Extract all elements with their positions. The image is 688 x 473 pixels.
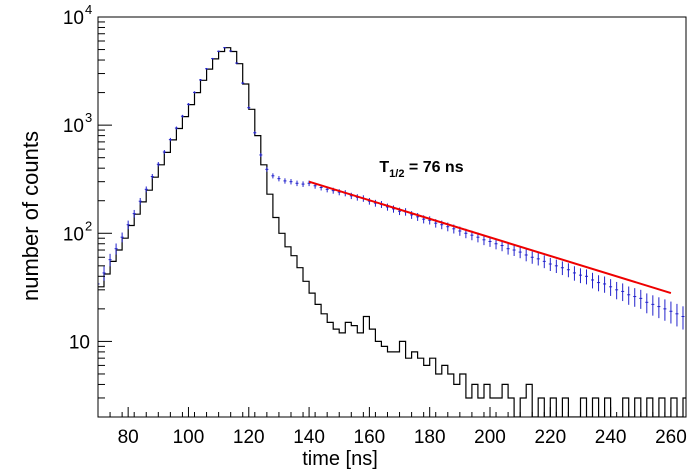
- data-point: [253, 131, 257, 135]
- data-point: [217, 50, 221, 52]
- data-point: [572, 266, 576, 281]
- data-point: [639, 289, 643, 309]
- data-point: [651, 295, 655, 316]
- data-point: [229, 50, 233, 52]
- chart-series-layer: [98, 47, 686, 417]
- exponential-fit-line: [308, 180, 672, 295]
- data-point: [681, 306, 685, 330]
- data-point: [518, 246, 522, 259]
- data-point: [199, 78, 203, 81]
- data-point: [578, 268, 582, 284]
- data-point: [542, 255, 546, 269]
- data-point: [126, 220, 130, 230]
- data-point: [657, 297, 661, 319]
- data-point: [180, 114, 184, 118]
- data-point: [530, 251, 534, 264]
- data-point: [132, 209, 136, 218]
- data-point: [512, 244, 516, 257]
- data-point: [428, 216, 432, 225]
- data-point: [609, 279, 613, 296]
- data-point: [283, 178, 287, 184]
- data-point: [295, 180, 299, 187]
- data-point: [500, 240, 504, 252]
- y-axis-title: number of counts: [18, 131, 43, 301]
- data-point: [223, 47, 227, 49]
- data-point: [591, 272, 595, 289]
- data-point: [156, 162, 160, 167]
- half-life-annotation: T1/2 = 76 ns: [379, 159, 463, 180]
- data-point: [506, 243, 510, 255]
- data-point: [265, 167, 269, 172]
- y-tick-label: 10: [63, 116, 84, 137]
- data-point: [482, 235, 486, 246]
- y-tick-exponent: 4: [85, 2, 92, 17]
- x-tick-label: 240: [595, 427, 627, 448]
- y-tick-label: 10: [63, 8, 84, 29]
- x-tick-label: 180: [414, 427, 446, 448]
- data-point: [271, 173, 275, 179]
- x-axis-title: time [ns]: [302, 448, 378, 470]
- data-point: [603, 276, 607, 293]
- x-tick-label: 100: [173, 427, 205, 448]
- data-point: [168, 137, 172, 142]
- plot-frame: [97, 16, 687, 418]
- data-point: [247, 106, 251, 109]
- data-point: [108, 253, 112, 267]
- data-point: [536, 253, 540, 266]
- data-point: [150, 174, 154, 180]
- data-point: [174, 126, 178, 130]
- data-point: [192, 91, 196, 94]
- data-point: [307, 180, 311, 187]
- x-tick-label: 220: [534, 427, 566, 448]
- data-point: [633, 288, 637, 307]
- data-point: [560, 261, 564, 276]
- data-point: [548, 257, 552, 271]
- data-point: [235, 62, 239, 64]
- data-point: [289, 179, 293, 185]
- y-tick-label: 10: [63, 224, 84, 245]
- x-tick-label: 160: [354, 427, 386, 448]
- x-tick-label: 140: [293, 427, 325, 448]
- x-tick-label: 120: [233, 427, 265, 448]
- data-point: [621, 283, 625, 302]
- data-point: [597, 275, 601, 292]
- data-point: [675, 303, 679, 327]
- data-point: [584, 269, 588, 285]
- data-point: [669, 301, 673, 324]
- data-point: [494, 238, 498, 250]
- data-point: [144, 186, 148, 193]
- x-tick-label: 260: [655, 427, 687, 448]
- data-point: [205, 67, 209, 70]
- data-point: [301, 181, 305, 187]
- data-point: [138, 197, 142, 205]
- x-tick-label: 200: [474, 427, 506, 448]
- data-point: [259, 152, 263, 158]
- data-point: [186, 103, 190, 106]
- y-tick-exponent: 3: [85, 110, 92, 125]
- data-point: [211, 57, 215, 60]
- data-point: [277, 176, 281, 182]
- data-point: [98, 276, 100, 293]
- data-point: [627, 286, 631, 305]
- data-point: [102, 266, 106, 281]
- data-point: [120, 232, 124, 243]
- x-tick-label: 80: [118, 427, 139, 448]
- data-point: [615, 281, 619, 300]
- data-point: [554, 259, 558, 273]
- reference-histogram-line: [98, 47, 686, 417]
- data-point: [645, 293, 649, 314]
- data-point: [566, 263, 570, 278]
- y-tick-label: 10: [69, 332, 90, 353]
- data-point: [524, 249, 528, 262]
- y-tick-exponent: 2: [85, 218, 92, 233]
- data-point: [241, 82, 245, 85]
- data-point: [663, 299, 667, 321]
- data-point: [114, 243, 118, 255]
- data-point: [162, 150, 166, 154]
